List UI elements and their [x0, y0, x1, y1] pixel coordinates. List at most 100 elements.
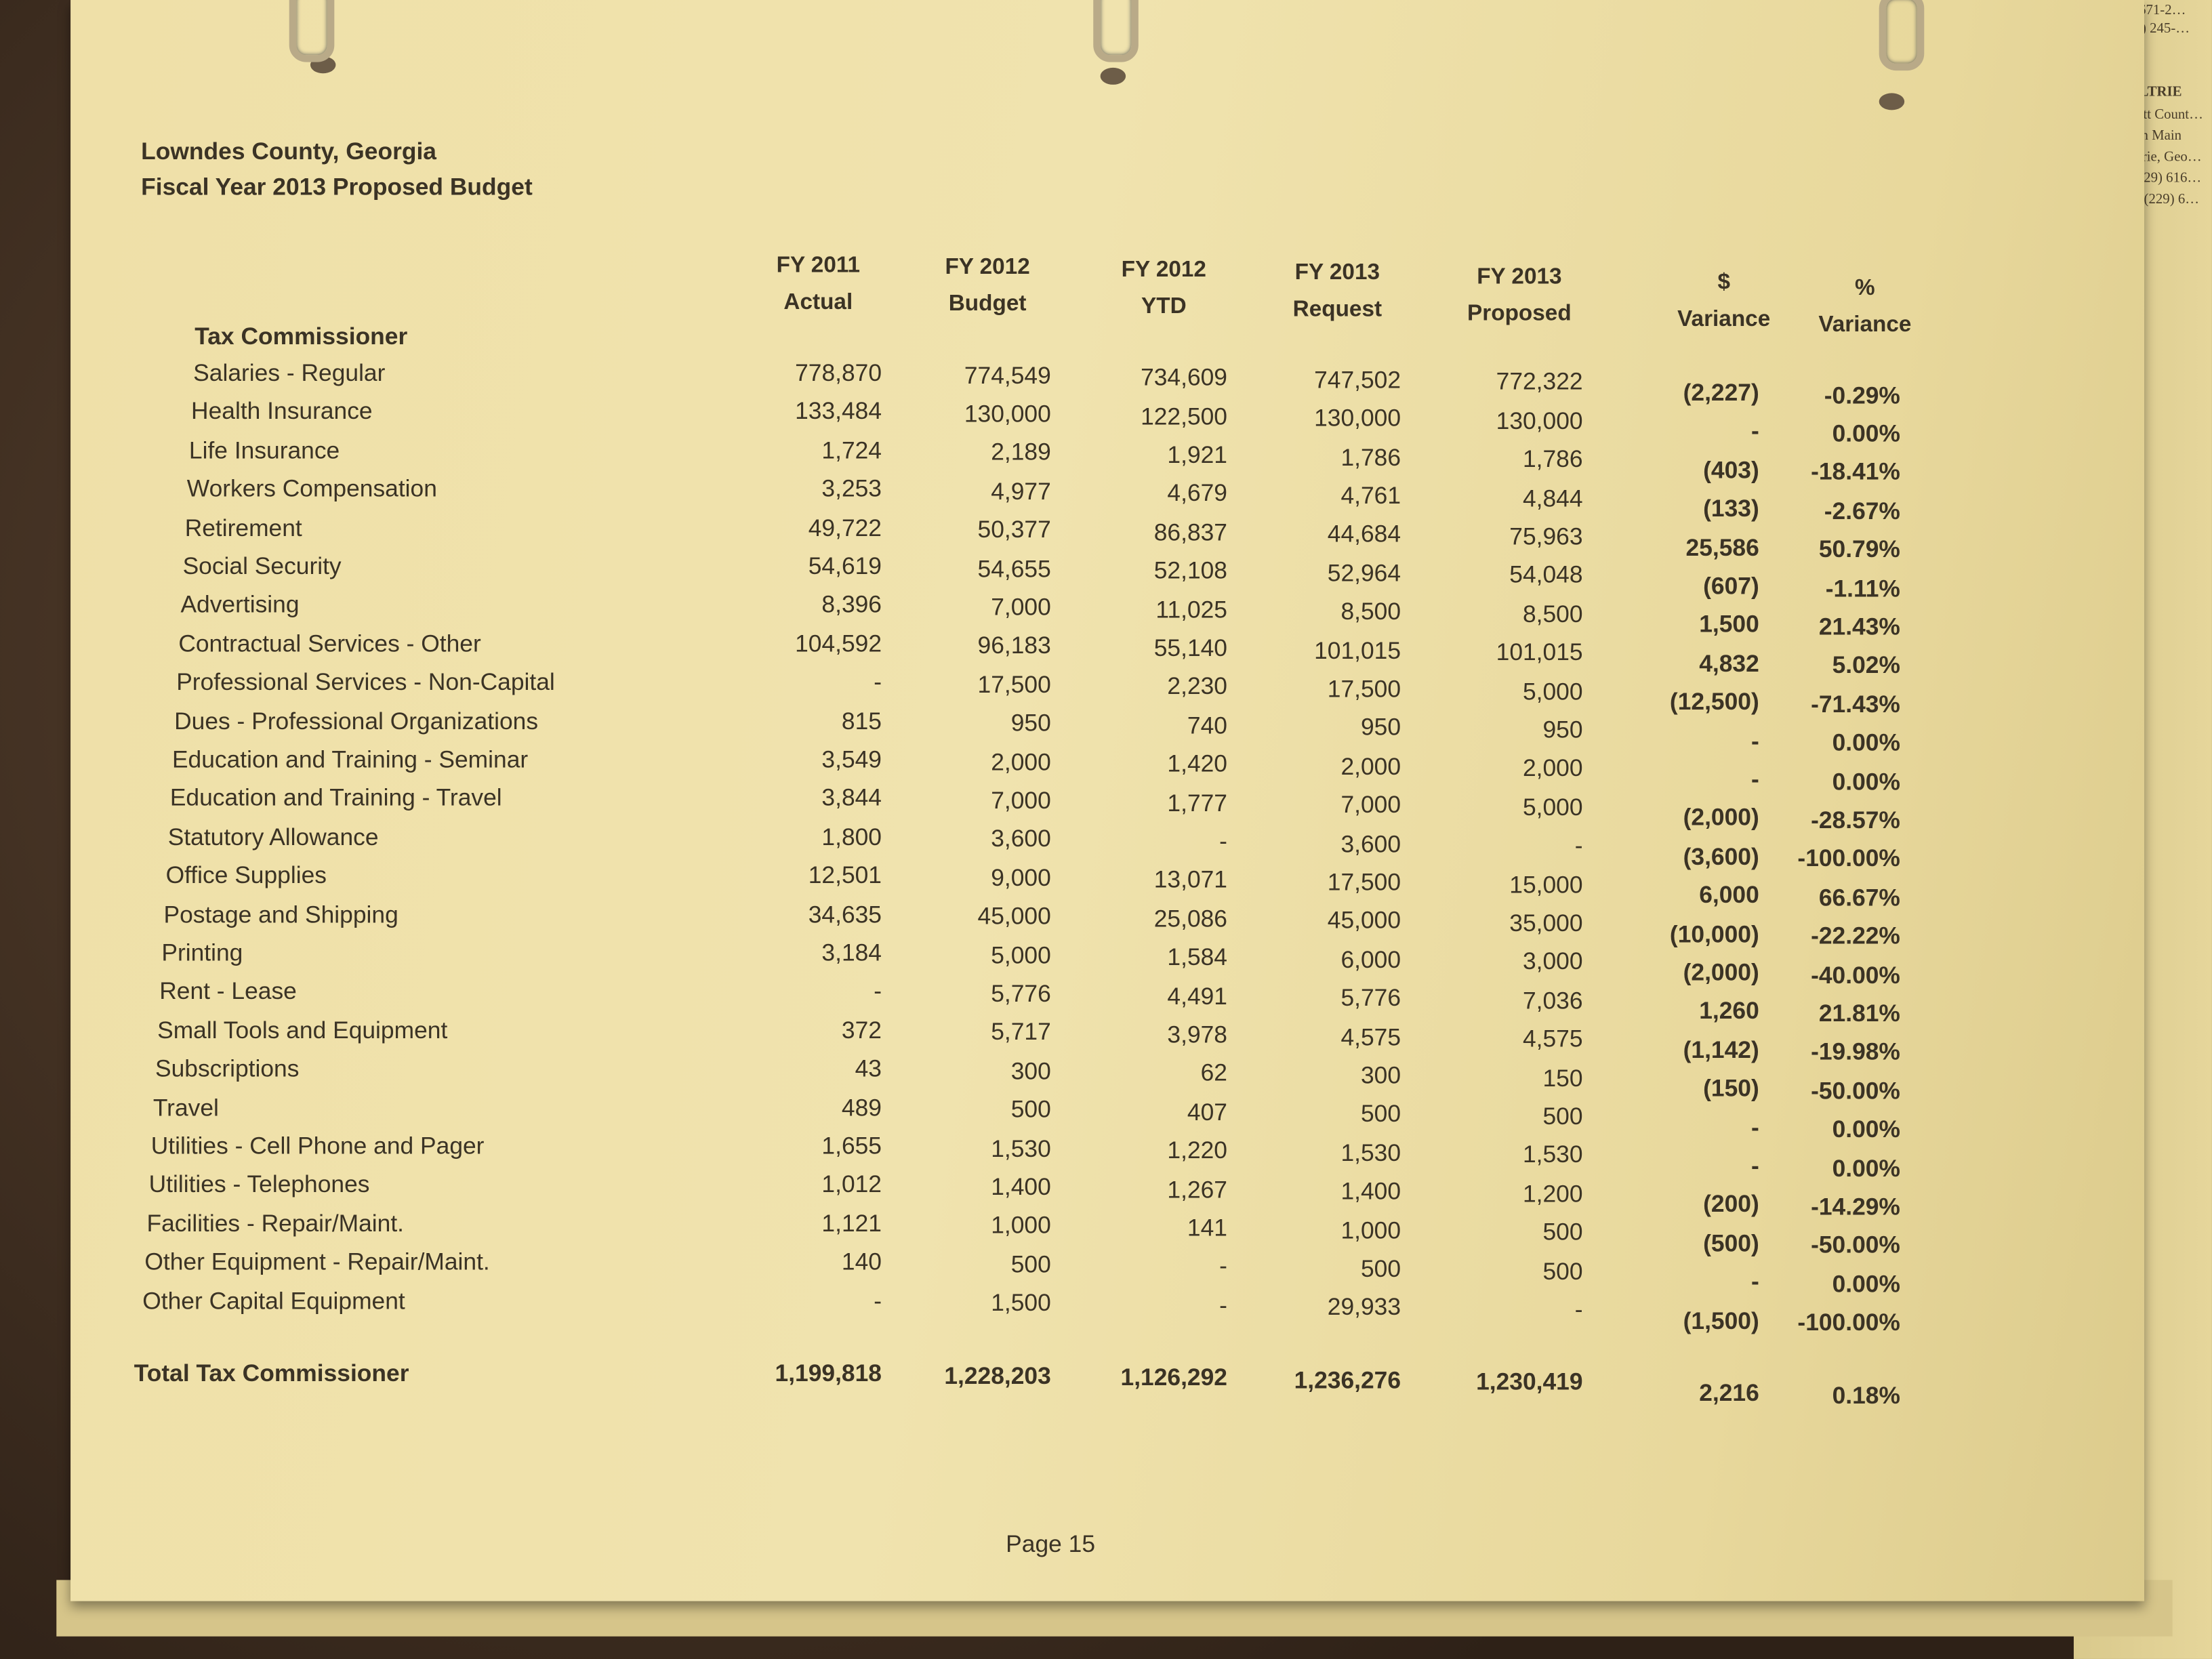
cell-fy2013-request: 52,964 [1327, 559, 1401, 587]
cell-fy2013-request: 4,575 [1340, 1023, 1401, 1050]
page-number: Page 15 [1006, 1530, 1096, 1558]
cell-fy2013-request: 1,000 [1340, 1216, 1401, 1244]
row-label: Travel [152, 1094, 219, 1122]
cell-fy2011-actual: - [874, 669, 882, 696]
cell-fy2011-actual: 1,655 [821, 1132, 882, 1160]
cell-fy2012-budget: 4,977 [991, 478, 1051, 505]
cell-fy2012-budget: 1,000 [991, 1212, 1051, 1240]
cell-percent-variance: -100.00% [1797, 1309, 1900, 1336]
cell-percent-variance: 0.00% [1832, 420, 1900, 447]
cell-fy2012-budget: 1,530 [991, 1134, 1051, 1162]
cell-fy2011-actual: 34,635 [808, 901, 882, 928]
cell-fy2012-ytd: 13,071 [1153, 866, 1227, 894]
cell-fy2013-proposed: 950 [1542, 716, 1583, 744]
column-header: FY 2013 Proposed [1441, 260, 1597, 333]
cell-dollar-variance: (2,227) [1683, 379, 1759, 407]
cell-fy2013-request: 17,500 [1327, 676, 1401, 703]
column-header: FY 2013 Request [1260, 255, 1415, 329]
binder-ring [1093, 0, 1139, 62]
cell-fy2012-ytd: 122,500 [1141, 403, 1227, 430]
cell-fy2013-request: 500 [1360, 1255, 1401, 1283]
cell-dollar-variance: (2,000) [1683, 804, 1759, 832]
cell-fy2013-proposed: 1,786 [1522, 446, 1583, 473]
cell-fy2012-budget: 17,500 [977, 671, 1051, 698]
cell-fy2011-actual: 8,396 [821, 592, 882, 619]
cell-dollar-variance: 6,000 [1699, 882, 1759, 909]
cell-fy2012-budget: 500 [1010, 1096, 1051, 1124]
column-header: FY 2012 YTD [1086, 253, 1242, 326]
cell-fy2011-actual: 104,592 [795, 630, 882, 657]
cell-dollar-variance: - [1750, 1268, 1759, 1296]
column-header-line1: $ [1717, 270, 1730, 295]
cell-percent-variance: -50.00% [1811, 1232, 1900, 1259]
row-label: Utilities - Cell Phone and Pager [150, 1132, 485, 1160]
cell-fy2013-request: 5,776 [1340, 985, 1401, 1012]
cell-fy2012-budget: 5,000 [991, 941, 1051, 969]
cell-percent-variance: -100.00% [1797, 845, 1900, 873]
cell-fy2013-proposed: 3,000 [1522, 948, 1583, 976]
cell-percent-variance: 0.00% [1832, 729, 1900, 757]
column-header-line2: Request [1292, 298, 1382, 322]
cell-fy2013-proposed: 1,230,419 [1476, 1368, 1583, 1396]
column-header-line1: FY 2012 [1121, 258, 1206, 283]
cell-dollar-variance: (500) [1703, 1229, 1759, 1257]
cell-fy2013-request: 1,400 [1340, 1178, 1401, 1206]
cell-fy2013-proposed: 54,048 [1509, 562, 1583, 589]
cell-percent-variance: -1.11% [1825, 575, 1900, 602]
row-label: Other Equipment - Repair/Maint. [144, 1248, 490, 1276]
cell-fy2012-ytd: 11,025 [1155, 596, 1227, 623]
cell-fy2013-request: 1,530 [1340, 1139, 1401, 1167]
cell-percent-variance: 66.67% [1818, 884, 1900, 912]
cell-fy2013-proposed: 5,000 [1522, 678, 1583, 705]
cell-fy2011-actual: 133,484 [795, 398, 882, 426]
punch-hole [1879, 93, 1905, 110]
cell-dollar-variance: - [1750, 1113, 1759, 1141]
cell-fy2013-proposed: 772,322 [1496, 369, 1583, 396]
cell-percent-variance: -50.00% [1811, 1077, 1900, 1105]
cell-fy2012-ytd: - [1219, 827, 1227, 855]
cell-dollar-variance: (403) [1703, 457, 1759, 484]
cell-fy2013-proposed: 500 [1542, 1257, 1583, 1285]
cell-fy2013-proposed: 500 [1542, 1103, 1583, 1130]
cell-fy2012-ytd: 1,267 [1167, 1176, 1227, 1203]
row-label: Retirement [184, 514, 302, 541]
cell-fy2012-ytd: 1,584 [1167, 943, 1227, 971]
cell-fy2012-budget: 9,000 [991, 864, 1051, 892]
cell-fy2013-request: 2,000 [1340, 753, 1401, 780]
cell-fy2012-budget: 5,717 [991, 1019, 1051, 1046]
cell-fy2013-proposed: 4,575 [1522, 1025, 1583, 1053]
cell-fy2013-request: 29,933 [1327, 1294, 1401, 1322]
column-header-line2: Variance [1677, 307, 1771, 332]
cell-fy2013-proposed: 1,200 [1522, 1180, 1583, 1208]
cell-fy2013-request: 4,761 [1340, 482, 1401, 510]
cell-fy2011-actual: 49,722 [808, 514, 882, 541]
row-label: Facilities - Repair/Maint. [146, 1210, 405, 1237]
cell-fy2013-request: 8,500 [1340, 598, 1401, 626]
cell-percent-variance: 21.43% [1818, 613, 1900, 641]
cell-percent-variance: 5.02% [1832, 652, 1900, 680]
cell-fy2012-budget: 500 [1010, 1250, 1051, 1278]
cell-dollar-variance: - [1750, 1152, 1759, 1180]
cell-dollar-variance: - [1750, 727, 1759, 754]
cell-fy2012-ytd: 55,140 [1153, 634, 1227, 662]
cell-dollar-variance: (10,000) [1669, 920, 1759, 947]
cell-fy2012-budget: 1,228,203 [944, 1361, 1051, 1389]
cell-percent-variance: 0.00% [1832, 1271, 1900, 1298]
cell-percent-variance: -2.67% [1824, 497, 1900, 525]
cell-fy2012-ytd: - [1219, 1253, 1227, 1280]
cell-fy2012-ytd: 25,086 [1153, 905, 1227, 933]
row-label: Statutory Allowance [167, 823, 379, 851]
cell-fy2011-actual: 3,253 [821, 475, 882, 503]
cell-percent-variance: 50.79% [1818, 536, 1900, 563]
row-label: Education and Training - Seminar [171, 746, 529, 773]
cell-fy2013-proposed: - [1574, 832, 1583, 860]
cell-fy2012-budget: 54,655 [977, 555, 1051, 582]
cell-fy2011-actual: 3,549 [821, 746, 882, 773]
column-header-line2: Budget [948, 291, 1027, 316]
cell-fy2013-request: 747,502 [1314, 366, 1401, 394]
row-label: Small Tools and Equipment [157, 1017, 448, 1044]
cell-fy2013-request: 7,000 [1340, 792, 1401, 819]
cell-fy2012-ytd: 3,978 [1167, 1021, 1227, 1048]
column-header: FY 2012 Budget [910, 249, 1065, 323]
cell-percent-variance: 0.00% [1832, 1115, 1900, 1143]
